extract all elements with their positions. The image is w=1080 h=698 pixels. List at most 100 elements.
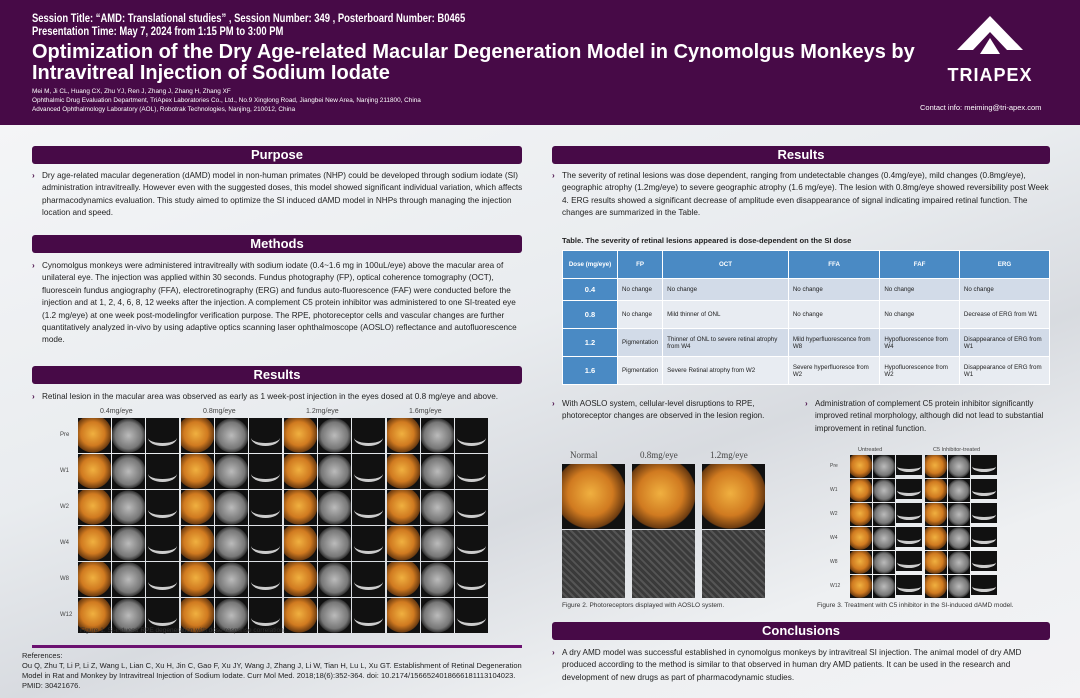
table-row: 0.8 No change Mild thinner of ONL No change… (562, 300, 1051, 329)
faf-image (215, 598, 248, 633)
fundus-image (850, 575, 872, 598)
oct-image (896, 455, 922, 475)
results-left-body: Retinal lesion in the macular area was o… (42, 392, 499, 401)
chevron-icon: › (32, 171, 35, 180)
table-cell: Disappearance of ERG from W1 (958, 356, 1051, 385)
oct-image (455, 490, 488, 525)
table-header-cell: FFA (787, 250, 881, 279)
fundus-image (181, 454, 214, 489)
week-row-label: Pre (60, 432, 70, 438)
fundus-image (387, 454, 420, 489)
faf-image (318, 562, 351, 597)
table-header-row: Dose (mg/eye) FP OCT FFA FAF ERG (562, 250, 1051, 279)
table-cell: Pigmentation (616, 356, 664, 385)
table-cell: No change (662, 278, 789, 301)
chevron-icon: › (552, 171, 555, 180)
table-cell: No change (879, 300, 960, 329)
figure-2-caption: Figure 2. Photoreceptors displayed with … (562, 602, 725, 609)
fundus-image (387, 562, 420, 597)
oct-image (352, 598, 385, 633)
figure-3-caption: Figure 3. Treatment with C5 inhibitor in… (817, 602, 1014, 609)
oct-image (971, 503, 997, 523)
poster-header: Session Title: “AMD: Translational studi… (0, 0, 1080, 125)
table-header-cell: FP (616, 250, 664, 279)
oct-image (146, 454, 179, 489)
table-cell: No change (616, 278, 664, 301)
dose-column-label: 1.2mg/eye (306, 408, 339, 415)
results-right-body: The severity of retinal lesions was dose… (562, 171, 1049, 218)
fundus-image (387, 526, 420, 561)
oct-image (971, 527, 997, 547)
table-cell: Severe hyperfluoresce from W2 (787, 356, 881, 385)
fundus-image (284, 526, 317, 561)
table-cell: Pigmentation (616, 328, 664, 357)
fundus-image (284, 490, 317, 525)
fundus-image (78, 562, 111, 597)
oct-image (352, 418, 385, 453)
session-title: Session Title: “AMD: Translational studi… (32, 13, 466, 25)
oct-image (971, 479, 997, 499)
fundus-image (181, 490, 214, 525)
c5-text: Administration of complement C5 protein … (815, 399, 1044, 433)
oct-image (455, 418, 488, 453)
week-row-label: W2 (60, 504, 69, 510)
oct-image (896, 527, 922, 547)
table-cell: Decrease of ERG from W1 (958, 300, 1051, 329)
oct-image (352, 454, 385, 489)
fundus-image (562, 464, 625, 529)
fundus-image (78, 598, 111, 633)
fundus-image (925, 527, 947, 550)
fundus-image (284, 562, 317, 597)
figure-1: 0.4mg/eye 0.8mg/eye 1.2mg/eye 1.6mg/eye Pre W… (58, 408, 528, 633)
aoslo-image (632, 530, 695, 598)
methods-heading: Methods (32, 235, 522, 253)
fundus-image (702, 464, 765, 529)
authors-block: Mei M, Ji CL, Huang CX, Zhu YJ, Ren J, Z… (32, 87, 421, 114)
purpose-heading: Purpose (32, 146, 522, 164)
oct-image (249, 490, 282, 525)
aoslo-bullet: › With AOSLO system, cellular-level disru… (552, 398, 777, 423)
oct-image (249, 598, 282, 633)
logo-mark-icon (957, 16, 1023, 54)
table-header-cell: ERG (958, 250, 1051, 279)
oct-image (896, 479, 922, 499)
figure-1-caption: Figure 1. SI-induced RPE degeneration wi… (80, 627, 286, 634)
fundus-image (387, 418, 420, 453)
faf-image (948, 551, 970, 574)
faf-image (421, 418, 454, 453)
authors: Mei M, Ji CL, Huang CX, Zhu YJ, Ren J, Z… (32, 88, 231, 95)
chevron-icon: › (32, 392, 35, 401)
fundus-image (78, 490, 111, 525)
figure-2: Normal 0.8mg/eye 1.2mg/eye (562, 450, 765, 600)
faf-image (112, 562, 145, 597)
fig3-column-label: C5 Inhibitor-treated (933, 447, 981, 453)
week-row-label: Pre (830, 463, 838, 469)
faf-image (873, 575, 895, 598)
chevron-icon: › (552, 648, 555, 657)
oct-image (896, 551, 922, 571)
results-heading-right: Results (552, 146, 1050, 164)
fundus-image (925, 575, 947, 598)
session-info: Session Title: “AMD: Translational studi… (32, 13, 465, 39)
week-row-label: W1 (60, 468, 69, 474)
faf-image (421, 598, 454, 633)
faf-image (948, 479, 970, 502)
oct-image (249, 526, 282, 561)
week-row-label: W12 (830, 583, 841, 589)
faf-image (112, 454, 145, 489)
table-cell: No change (879, 278, 960, 301)
dose-column-label: 1.6mg/eye (409, 408, 442, 415)
aoslo-text: With AOSLO system, cellular-level disrup… (562, 399, 765, 421)
week-row-label: W8 (60, 576, 69, 582)
week-row-label: W2 (830, 511, 838, 517)
faf-image (112, 418, 145, 453)
fundus-image (181, 598, 214, 633)
figure-3: Untreated C5 Inhibitor-treated Pre W1 W2 W4 W8… (830, 447, 1015, 602)
table-row: 1.6 Pigmentation Severe Retinal atrophy fr… (562, 356, 1051, 385)
oct-image (971, 575, 997, 595)
fundus-image (632, 464, 695, 529)
faf-image (215, 562, 248, 597)
table-cell: No change (787, 300, 881, 329)
dose-cell: 0.8 (562, 300, 618, 329)
table-header-cell: Dose (mg/eye) (562, 250, 618, 279)
